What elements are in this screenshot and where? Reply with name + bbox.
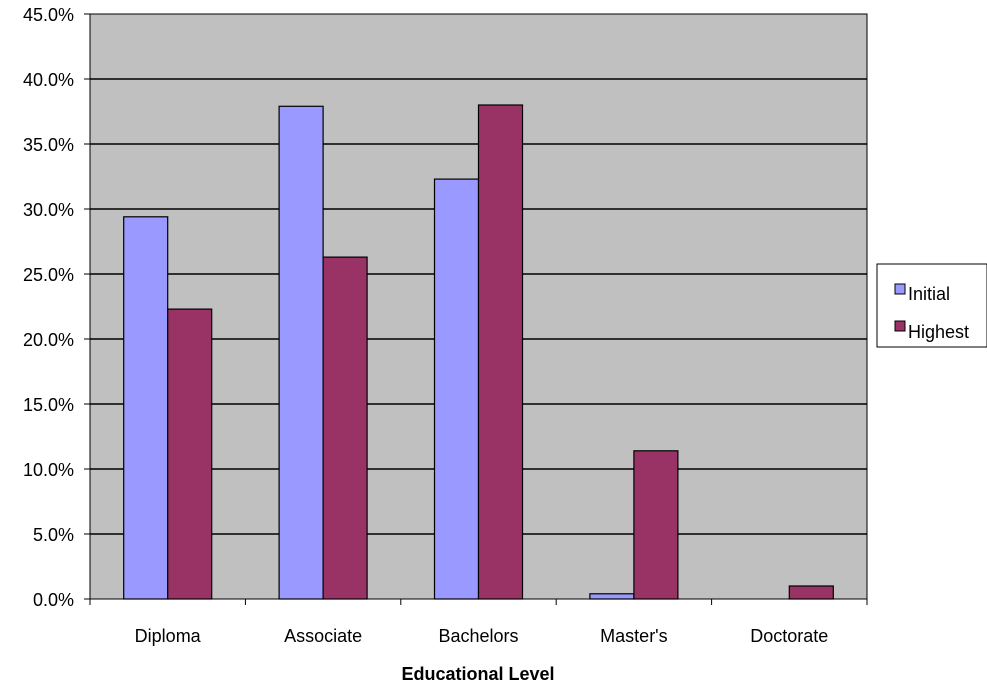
bar-highest [788,585,834,600]
bars [123,104,834,600]
x-tick-label: Master's [600,626,667,646]
y-tick-label: 35.0% [23,135,74,155]
x-tick-label: Diploma [135,626,202,646]
bar-highest [167,308,213,600]
y-tick-label: 30.0% [23,200,74,220]
bar-initial [123,216,169,600]
bar-highest [322,256,368,600]
bar-initial [433,178,480,600]
y-tick-label: 45.0% [23,5,74,25]
y-tick-label: 20.0% [23,330,74,350]
x-tick-label: Doctorate [750,626,828,646]
y-tick-label: 40.0% [23,70,74,90]
y-tick-label: 0.0% [33,590,74,610]
y-tick-label: 25.0% [23,265,74,285]
bar-initial [589,593,635,600]
x-tick-label: Bachelors [438,626,518,646]
legend-label-initial: Initial [908,284,950,304]
x-axis-title: Educational Level [401,664,554,684]
bar-highest [477,104,524,600]
legend-box [876,263,987,348]
y-tick-label: 5.0% [33,525,74,545]
legend-label-highest: Highest [908,322,969,342]
x-tick-label: Associate [284,626,362,646]
x-tick-labels: Diploma Associate Bachelors Master's Doctora… [135,626,829,646]
legend: Initial Highest [876,263,987,348]
bar-highest [633,450,679,600]
legend-swatch-initial [894,283,906,295]
bar-initial [278,105,324,600]
legend-swatch-highest [894,320,906,332]
y-tick-labels: 0.0% 5.0% 10.0% 15.0% 20.0% 25.0% 30.0% 35.0% 40… [23,5,74,610]
y-tick-label: 10.0% [23,460,74,480]
y-tick-label: 15.0% [23,395,74,415]
axes [84,13,868,605]
